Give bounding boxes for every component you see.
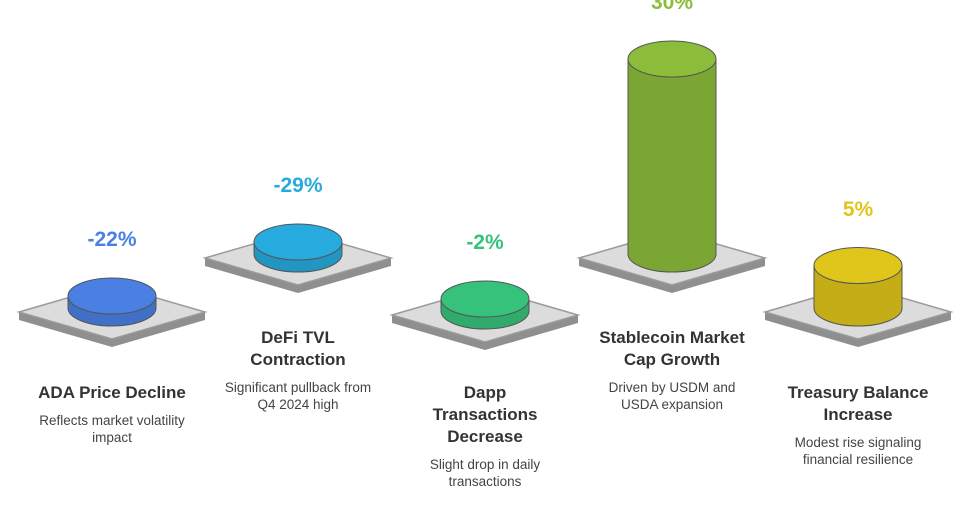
cylinder-top bbox=[440, 280, 530, 318]
value-label: 30% bbox=[650, 0, 694, 14]
item-description: Significant pullback from Q4 2024 high bbox=[224, 380, 372, 412]
item-description: Driven by USDM and USDA expansion bbox=[608, 380, 736, 412]
cylinder-top bbox=[67, 277, 157, 315]
cylinder bbox=[440, 280, 530, 330]
item-title: Treasury Balance Increase bbox=[787, 383, 929, 424]
cylinder bbox=[253, 223, 343, 273]
item-description: Reflects market volatility impact bbox=[39, 413, 185, 445]
value-label: -22% bbox=[87, 228, 137, 251]
cylinder-top bbox=[813, 247, 903, 284]
cylinder-top bbox=[253, 223, 343, 261]
value-label: -2% bbox=[466, 231, 504, 254]
platform-side bbox=[205, 258, 391, 293]
cylinder bbox=[67, 277, 157, 327]
value-label: -29% bbox=[273, 174, 323, 197]
item-description: Slight drop in daily transactions bbox=[429, 457, 541, 489]
platform-side bbox=[392, 315, 578, 350]
platform-side bbox=[19, 312, 205, 347]
platform-side bbox=[765, 312, 951, 347]
cylinder-body bbox=[627, 58, 717, 273]
item-title: Dapp Transactions Decrease bbox=[432, 383, 538, 446]
cylinder-top bbox=[627, 40, 717, 78]
platform-side bbox=[579, 258, 765, 293]
item-title: Stablecoin Market Cap Growth bbox=[599, 328, 745, 369]
item-title: ADA Price Decline bbox=[38, 383, 186, 402]
cylinder bbox=[627, 40, 717, 273]
value-label: 5% bbox=[842, 197, 874, 221]
item-title: DeFi TVL Contraction bbox=[250, 328, 346, 369]
cylinder bbox=[813, 247, 903, 327]
item-description: Modest rise signaling financial resilien… bbox=[794, 435, 922, 467]
